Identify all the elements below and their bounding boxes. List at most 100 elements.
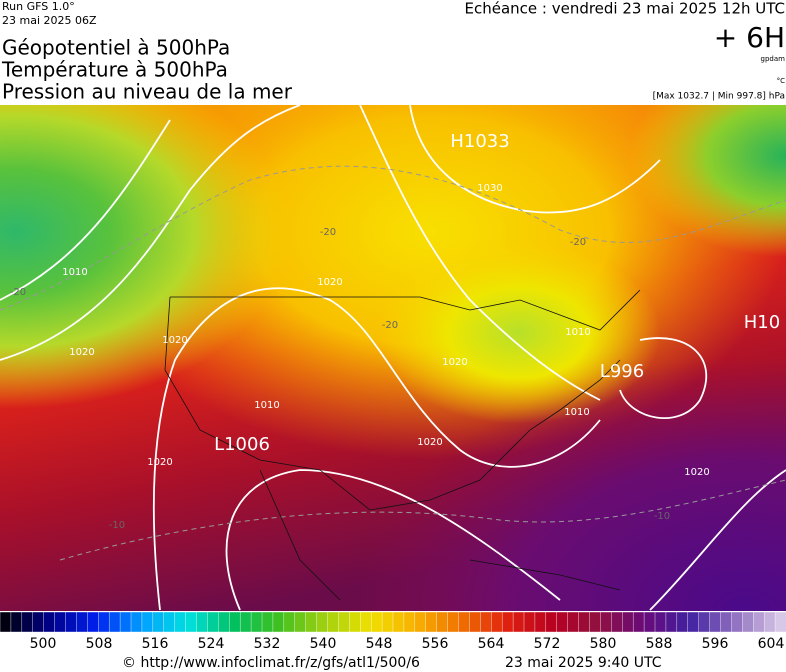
colorbar-swatch <box>447 611 460 633</box>
colorbar-swatch <box>567 611 580 633</box>
step: + 6H <box>714 21 785 54</box>
map-label: H1033 <box>450 131 509 152</box>
colorbar-swatch <box>436 611 449 633</box>
map-label: -20 <box>320 227 336 238</box>
colorbar-swatch <box>731 611 744 633</box>
colorbar-swatch <box>698 611 711 633</box>
colorbar-swatch <box>534 611 547 633</box>
title: Température à 500hPa <box>1 58 228 82</box>
colorbar-label: 548 <box>366 636 393 652</box>
map-label: 1010 <box>564 407 589 418</box>
borders <box>164 289 641 601</box>
colorbar-swatch <box>665 611 678 633</box>
colorbar-label: 596 <box>702 636 729 652</box>
colorbar-swatch <box>239 611 252 633</box>
maxmin: [Max 1032.7 | Min 997.8] hPa <box>653 92 785 102</box>
colorbar-label: 500 <box>30 636 57 652</box>
colorbar-swatch <box>108 611 121 633</box>
map-label: L1006 <box>214 434 270 455</box>
colorbar-swatch <box>305 611 318 633</box>
colorbar-swatch <box>141 611 154 633</box>
colorbar-label: 564 <box>478 636 505 652</box>
map-label: 1020 <box>442 357 467 368</box>
map-label: -20 <box>570 237 586 248</box>
map <box>0 104 786 611</box>
colorbar-label: 524 <box>198 636 225 652</box>
colorbar-swatch <box>130 611 143 633</box>
colorbar-swatch <box>207 611 220 633</box>
colorbar-swatch <box>425 611 438 633</box>
map-label: L996 <box>600 361 644 382</box>
colorbar-label: 516 <box>142 636 169 652</box>
map-label: 1020 <box>317 277 342 288</box>
unit-gp: gpdam <box>761 55 786 63</box>
colorbar-swatch <box>119 611 132 633</box>
colorbar-swatch <box>414 611 427 633</box>
colorbar-swatch <box>294 611 307 633</box>
colorbar-swatch <box>272 611 285 633</box>
map-label: H10 <box>744 312 780 333</box>
colorbar-swatch <box>578 611 591 633</box>
title: Pression au niveau de la mer <box>2 80 293 104</box>
colorbar-swatch <box>174 611 187 633</box>
colorbar-swatch <box>338 611 351 633</box>
colorbar-swatch <box>611 611 623 633</box>
colorbar-swatch <box>43 611 56 633</box>
colorbar-swatch <box>392 611 405 633</box>
footer-time: 23 mai 2025 9:40 UTC <box>505 655 662 671</box>
colorbar-label: 588 <box>646 636 673 652</box>
colorbar-swatch <box>349 611 361 633</box>
map-label: 1020 <box>162 335 187 346</box>
colorbar-swatch <box>622 611 634 633</box>
colorbar-swatch <box>316 611 329 633</box>
map-label: 1020 <box>69 347 94 358</box>
colorbar-swatch <box>643 611 656 633</box>
colorbar-swatch <box>370 611 383 633</box>
colorbar-swatch <box>501 611 514 633</box>
colorbar-label: 540 <box>310 636 337 652</box>
colorbar-swatch <box>523 611 536 633</box>
colorbar-swatch <box>654 611 667 633</box>
colorbar-swatch <box>632 611 645 633</box>
colorbar-swatch <box>687 611 700 633</box>
map-label: 1020 <box>417 437 442 448</box>
run: Run GFS 1.0° <box>2 0 75 13</box>
colorbar-label: 556 <box>422 636 449 652</box>
colorbar-swatch <box>65 611 78 633</box>
colorbar-label: 572 <box>534 636 561 652</box>
colorbar-swatch <box>229 611 241 633</box>
colorbar-swatch <box>87 611 99 633</box>
map-label: -10 <box>109 520 125 531</box>
map-label: 1010 <box>62 267 87 278</box>
colorbar-swatch <box>196 611 209 633</box>
colorbar-swatch <box>32 611 45 633</box>
colorbar-swatch <box>261 611 274 633</box>
colorbar-swatch <box>218 611 230 633</box>
colorbar-swatch <box>360 611 372 633</box>
colorbar-swatch <box>512 611 525 633</box>
colorbar-label: 532 <box>254 636 281 652</box>
colorbar-swatch <box>763 611 776 633</box>
colorbar-swatch <box>327 611 340 633</box>
map-label: 1020 <box>147 457 172 468</box>
map-label: 1010 <box>254 400 279 411</box>
map-label: -10 <box>654 511 670 522</box>
echeance: Echéance : vendredi 23 mai 2025 12h UTC <box>464 0 785 18</box>
colorbar-swatch <box>283 611 296 633</box>
colorbar-swatch <box>21 611 34 633</box>
colorbar-swatch <box>469 611 482 633</box>
colorbar-swatch <box>709 611 722 633</box>
colorbar-swatch <box>0 611 12 633</box>
colorbar-swatch <box>458 611 471 633</box>
colorbar-label: 580 <box>590 636 617 652</box>
colorbar-label: 604 <box>758 636 785 652</box>
isotherms <box>0 165 786 561</box>
colorbar-swatch <box>76 611 89 633</box>
footer-url: © http://www.infoclimat.fr/z/gfs/atl1/50… <box>122 655 420 671</box>
colorbar-swatch <box>98 611 110 633</box>
colorbar-swatch <box>774 611 786 633</box>
colorbar-swatch <box>152 611 165 633</box>
map-label: -20 <box>382 320 398 331</box>
colorbar-swatch <box>10 611 23 633</box>
